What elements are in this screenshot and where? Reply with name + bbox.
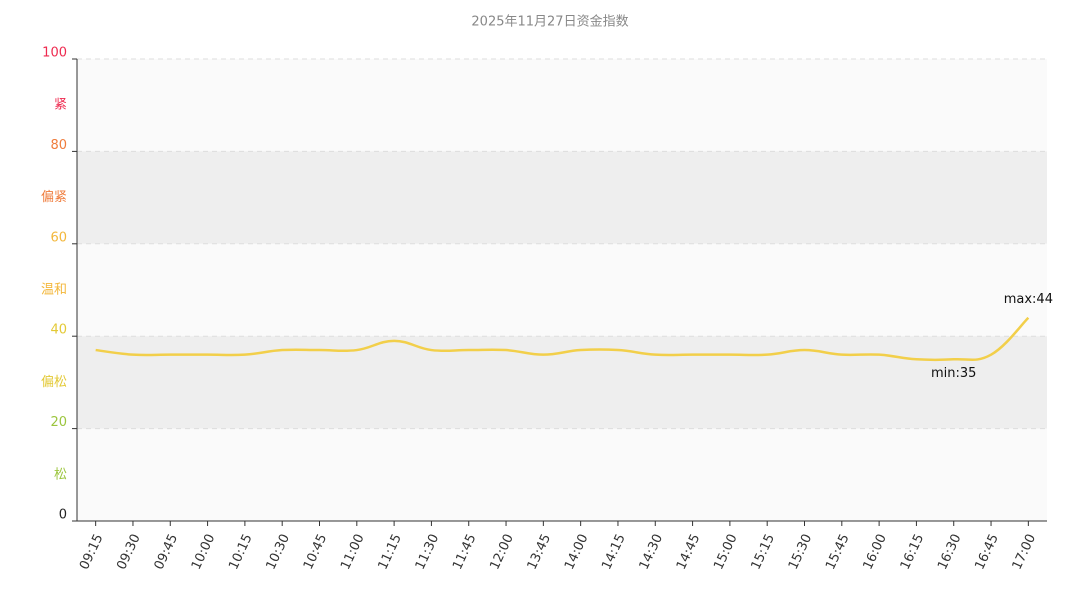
x-tick-label: 14:30 bbox=[637, 532, 666, 572]
band bbox=[77, 151, 1047, 244]
x-tick-label: 17:00 bbox=[1010, 532, 1039, 572]
y-tick-label: 80 bbox=[50, 138, 67, 153]
x-tick-label: 13:45 bbox=[525, 532, 554, 572]
x-tick-label: 09:30 bbox=[114, 532, 143, 572]
x-tick-label: 16:45 bbox=[972, 532, 1001, 572]
x-tick-label: 14:15 bbox=[599, 532, 628, 572]
band-label: 偏松 bbox=[41, 375, 67, 390]
band-label: 松 bbox=[54, 467, 67, 482]
band-label: 偏紧 bbox=[41, 190, 67, 205]
y-tick-label: 20 bbox=[50, 415, 67, 430]
x-tick-label: 15:00 bbox=[711, 532, 740, 572]
max-label: max:44 bbox=[1004, 292, 1053, 307]
band bbox=[77, 428, 1047, 521]
x-tick-label: 14:45 bbox=[674, 532, 703, 572]
x-tick-label: 16:30 bbox=[935, 532, 964, 572]
min-label: min:35 bbox=[931, 366, 976, 381]
x-tick-label: 10:45 bbox=[301, 532, 330, 572]
band bbox=[77, 336, 1047, 429]
band bbox=[77, 59, 1047, 152]
x-tick-label: 09:15 bbox=[77, 532, 106, 572]
y-tick-label: 60 bbox=[50, 230, 67, 245]
x-tick-label: 11:30 bbox=[413, 532, 442, 572]
x-tick-label: 15:30 bbox=[786, 532, 815, 572]
band-label: 温和 bbox=[41, 283, 67, 298]
chart-title: 2025年11月27日资金指数 bbox=[471, 14, 628, 30]
band bbox=[77, 243, 1047, 337]
x-tick-label: 10:00 bbox=[189, 532, 218, 572]
x-tick-label: 09:45 bbox=[152, 532, 181, 572]
x-tick-label: 12:00 bbox=[487, 532, 516, 572]
x-tick-label: 11:15 bbox=[375, 532, 404, 572]
x-tick-label: 14:00 bbox=[562, 532, 591, 572]
y-tick-label: 40 bbox=[50, 323, 67, 338]
x-tick-label: 15:15 bbox=[749, 532, 778, 572]
line bbox=[95, 316, 1030, 362]
x-tick-label: 11:00 bbox=[338, 532, 367, 572]
x-tick-label: 16:15 bbox=[898, 532, 927, 572]
y-tick-label: 100 bbox=[42, 46, 67, 61]
y-tick-label: 0 bbox=[59, 508, 67, 523]
x-tick-label: 11:45 bbox=[450, 532, 479, 572]
x-tick-label: 15:45 bbox=[823, 532, 852, 572]
x-tick-label: 16:00 bbox=[860, 532, 889, 572]
band-label: 紧 bbox=[54, 98, 67, 113]
x-tick-label: 10:15 bbox=[226, 532, 255, 572]
x-tick-label: 10:30 bbox=[264, 532, 293, 572]
